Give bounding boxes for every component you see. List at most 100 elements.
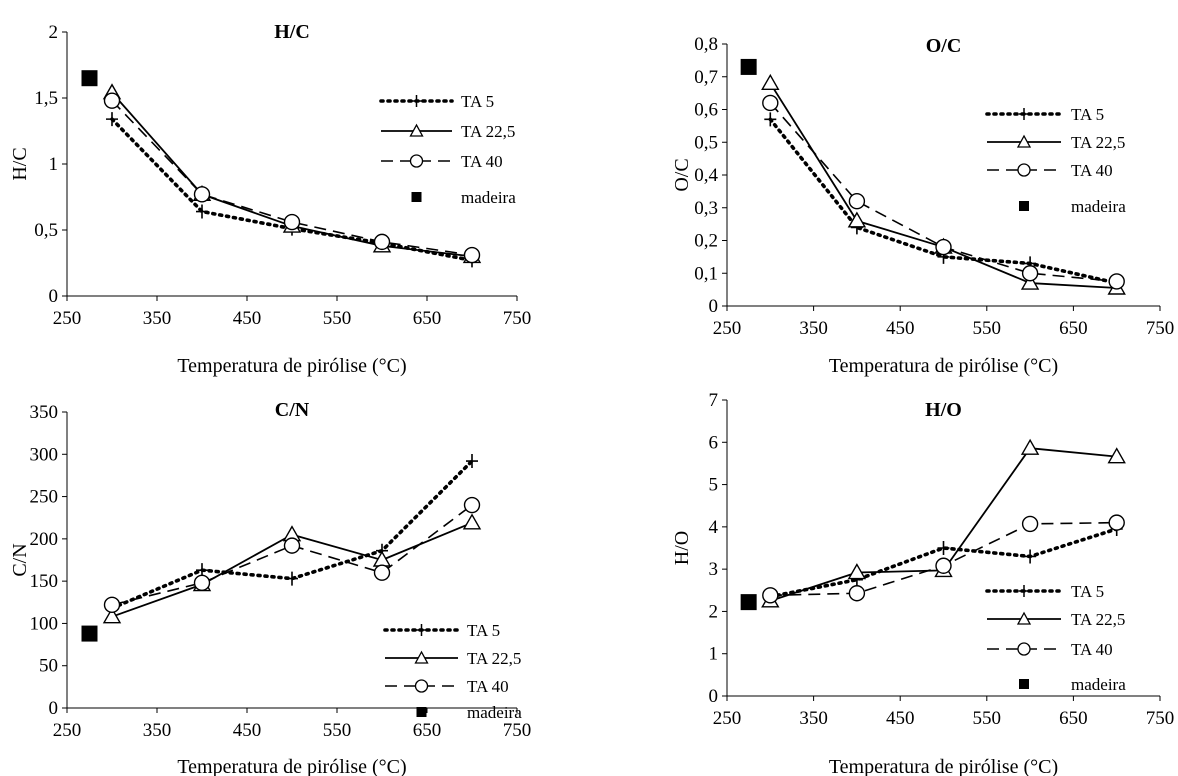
chart-2-series-ta-22-5-point xyxy=(847,211,867,228)
chart-3-y-tick-label: 50 xyxy=(39,656,58,677)
chart-3-y-tick-label: 0 xyxy=(49,698,59,719)
chart-2-y-tick-label: 0 xyxy=(709,296,719,317)
chart-4: 0 1 2 3 4 5 6 7 250 350 450 550 650 750 H/O Temperatura… xyxy=(671,390,1174,776)
chart-3-x-tick-label: 750 xyxy=(503,720,532,741)
chart-1-series-ta-40-point xyxy=(193,186,211,203)
chart-4-series-ta-22-5-point xyxy=(847,563,867,580)
chart-1-series-ta-40-point xyxy=(373,233,391,251)
chart-4-series-ta-5-point xyxy=(937,541,950,555)
chart-2-series-ta-40-point xyxy=(1108,273,1125,290)
chart-1-y-tick-label: 1 xyxy=(49,154,59,175)
chart-3-legend-madeira-label: madeira xyxy=(467,703,522,722)
chart-1-y-axis-title: H/C xyxy=(9,147,31,180)
chart-4-y-tick-label: 3 xyxy=(709,559,719,580)
chart-2-x-tick-label: 250 xyxy=(713,318,742,339)
chart-4-series-ta-5-point xyxy=(1024,549,1037,564)
chart-1-y-tick-label: 2 xyxy=(49,22,59,43)
chart-2-x-tick-label: 650 xyxy=(1059,318,1088,339)
chart-3-y-tick-label: 150 xyxy=(30,571,59,592)
chart-3-series-ta-40-line xyxy=(111,504,473,606)
chart-2-x-tick-label: 350 xyxy=(799,318,828,339)
chart-2-legend-ta-22-5-marker xyxy=(1016,134,1032,148)
chart-1-legend-ta-5-marker xyxy=(411,95,422,107)
chart-1-x-tick-label: 750 xyxy=(503,308,532,329)
chart-2-y-tick-label: 0,6 xyxy=(694,100,718,121)
chart-4-series-ta-40-point xyxy=(848,585,866,602)
chart-4-legend-ta-22-5-label: TA 22,5 xyxy=(1071,610,1125,629)
chart-2-y-tick-label: 0,7 xyxy=(694,67,718,88)
chart-4-legend-ta-40-marker xyxy=(1017,642,1031,656)
chart-1-legend-ta-22-5-marker xyxy=(409,123,424,137)
chart-4-legend-ta-22-5-marker xyxy=(1016,611,1032,625)
chart-3-series-ta-22-5-point xyxy=(462,513,482,530)
chart-4-x-tick-label: 550 xyxy=(973,708,1002,729)
chart-3-y-tick-label: 100 xyxy=(30,613,59,634)
chart-3: 0 50 100 150 200 250 300 350 250 350 450 550 650 750 C… xyxy=(9,399,531,776)
chart-4-series-ta-22-5-line xyxy=(770,447,1117,602)
chart-3-series-ta-40-point xyxy=(373,564,391,581)
chart-1-x-tick-label: 250 xyxy=(53,308,82,329)
chart-2-y-axis-title: O/C xyxy=(671,158,693,191)
chart-1-y-tick-label: 0,5 xyxy=(34,220,58,241)
chart-2-y-tick-label: 0,1 xyxy=(694,263,718,284)
chart-4-series-ta-40-point xyxy=(762,587,779,604)
chart-4-legend-ta-5-label: TA 5 xyxy=(1071,582,1104,601)
chart-2-legend-ta-22-5-label: TA 22,5 xyxy=(1071,133,1125,152)
chart-1-legend-ta-22-5-label: TA 22,5 xyxy=(461,122,515,141)
chart-1-legend-madeira-label: madeira xyxy=(461,188,516,207)
chart-1-series-madeira-point xyxy=(81,70,98,87)
chart-1-series-ta-40-point xyxy=(103,92,121,109)
chart-1-series-ta-5-point xyxy=(196,204,208,219)
chart-2-x-tick-label: 750 xyxy=(1146,318,1175,339)
chart-2: 0 0,1 0,2 0,3 0,4 0,5 0,6 0,7 0,8 250 350 450 550 650… xyxy=(671,34,1174,377)
chart-2-legend-ta-5-marker xyxy=(1019,108,1029,120)
chart-2-legend-ta-40-label: TA 40 xyxy=(1071,161,1113,180)
chart-4-series-ta-22-5-point xyxy=(1020,438,1040,455)
chart-2-y-tick-label: 0,8 xyxy=(694,34,718,55)
chart-3-y-axis-title: C/N xyxy=(9,543,31,576)
chart-4-y-tick-label: 1 xyxy=(709,644,719,665)
chart-2-legend-ta-5-label: TA 5 xyxy=(1071,105,1104,124)
chart-3-legend-ta-22-5-marker xyxy=(414,650,429,664)
chart-2-y-tick-label: 0,5 xyxy=(694,132,718,153)
chart-1-x-tick-label: 450 xyxy=(233,308,262,329)
chart-3-series-ta-22-5-point xyxy=(102,607,122,624)
chart-4-x-tick-label: 250 xyxy=(713,708,742,729)
chart-3-legend-ta-5-label: TA 5 xyxy=(467,621,500,640)
chart-3-x-tick-label: 250 xyxy=(53,720,82,741)
chart-3-series-ta-40-point xyxy=(463,496,481,514)
chart-1-title: H/C xyxy=(274,21,310,43)
chart-1-series-ta-40-line xyxy=(111,100,473,256)
chart-4-legend-madeira-marker xyxy=(1019,679,1029,689)
chart-1-y-tick-label: 0 xyxy=(49,286,59,307)
chart-3-y-tick-label: 200 xyxy=(30,529,59,550)
chart-2-series-ta-40-point xyxy=(1021,265,1039,282)
chart-2-series-ta-40-point xyxy=(935,238,952,256)
chart-3-series-ta-5-point xyxy=(466,454,478,469)
chart-1-y-tick-label: 1,5 xyxy=(34,88,58,109)
chart-2-y-tick-label: 0,3 xyxy=(694,198,718,219)
chart-1-x-tick-label: 650 xyxy=(413,308,442,329)
chart-3-x-tick-label: 450 xyxy=(233,720,262,741)
chart-4-series-ta-40-point xyxy=(1021,515,1039,533)
chart-2-series-ta-22-5-point xyxy=(1020,273,1040,290)
chart-3-x-tick-label: 350 xyxy=(143,720,172,741)
chart-3-legend-madeira-marker xyxy=(416,707,427,717)
chart-1-series-ta-5-point xyxy=(106,112,118,127)
chart-2-legend-madeira-marker xyxy=(1019,201,1029,211)
chart-1-x-tick-label: 550 xyxy=(323,308,352,329)
chart-3-y-tick-label: 250 xyxy=(30,487,59,508)
chart-2-series-ta-40-point xyxy=(848,192,866,210)
chart-4-y-tick-label: 0 xyxy=(709,686,719,707)
chart-1-legend-madeira-marker xyxy=(411,192,422,202)
chart-1-x-axis-title: Temperatura de pirólise (°C) xyxy=(177,355,406,377)
chart-1-legend-ta-40-marker xyxy=(409,154,424,168)
chart-3-x-tick-label: 550 xyxy=(323,720,352,741)
chart-3-series-ta-40-point xyxy=(283,537,301,554)
chart-4-legend-madeira-label: madeira xyxy=(1071,675,1126,694)
chart-4-y-tick-label: 6 xyxy=(709,432,719,453)
chart-4-series-ta-22-5-point xyxy=(1107,447,1126,464)
chart-3-series-ta-40-point xyxy=(193,574,211,592)
chart-2-series-ta-5-point xyxy=(764,112,777,127)
